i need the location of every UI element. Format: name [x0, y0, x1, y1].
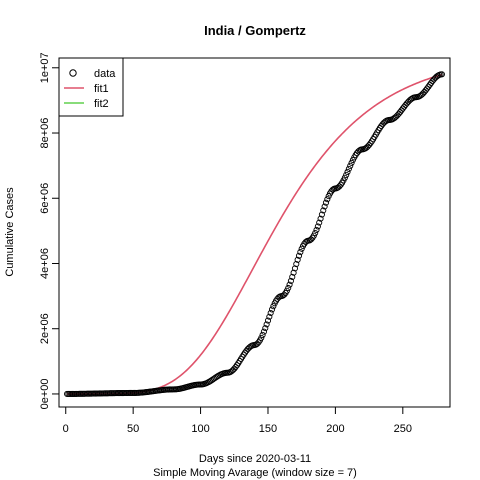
legend-label-data: data	[94, 68, 116, 80]
legend: data fit1 fit2	[58, 57, 124, 117]
data-point	[259, 331, 266, 338]
x-tick-label: 100	[191, 423, 209, 435]
data-point	[316, 219, 323, 226]
x-tick-label: 150	[259, 423, 277, 435]
data-point	[260, 328, 267, 335]
data-point	[298, 245, 305, 252]
data-point	[290, 269, 297, 276]
data-point	[263, 321, 270, 328]
data-point	[270, 303, 277, 310]
x-axis-sublabel: Simple Moving Avarage (window size = 7)	[153, 467, 357, 479]
y-axis: 0e+00 2e+06 4e+06 6e+06 8e+06 1e+07	[39, 52, 60, 410]
y-tick-label: 0e+00	[39, 379, 51, 410]
legend-data-marker	[69, 69, 77, 77]
y-axis-label: Cumulative Cases	[4, 187, 16, 277]
data-point	[264, 317, 272, 324]
data-point	[268, 306, 276, 313]
x-axis: 0 50 100 150 200 250	[63, 406, 412, 435]
x-tick-label: 200	[326, 423, 344, 435]
data-point	[283, 287, 290, 294]
legend-label-fit2: fit2	[94, 98, 109, 110]
data-point	[287, 277, 294, 285]
data-point	[321, 203, 328, 210]
data-point	[320, 207, 327, 214]
data-point	[317, 215, 324, 222]
data-point	[344, 168, 351, 176]
data-point	[313, 226, 320, 233]
legend-label-fit1: fit1	[94, 83, 109, 95]
data-point	[324, 196, 331, 203]
legend-box	[58, 57, 124, 117]
plot-area	[58, 57, 451, 408]
data-point	[267, 309, 274, 317]
y-tick-label: 8e+06	[39, 118, 51, 149]
data-point	[258, 334, 265, 341]
data-point	[348, 159, 355, 166]
x-axis-label: Days since 2020-03-11	[199, 453, 311, 465]
data-point	[262, 325, 269, 332]
data-point	[314, 223, 321, 230]
data-points-layer	[64, 71, 445, 398]
data-point	[289, 273, 296, 280]
data-point	[343, 171, 350, 178]
data-point	[294, 256, 301, 263]
data-point	[291, 265, 298, 272]
data-point	[318, 211, 325, 218]
data-point	[345, 165, 352, 172]
data-point	[293, 260, 300, 268]
y-tick-label: 1e+07	[39, 52, 51, 83]
data-point	[347, 162, 354, 169]
y-tick-label: 4e+06	[39, 248, 51, 279]
data-point	[312, 229, 319, 237]
x-tick-label: 250	[394, 423, 412, 435]
chart-title: India / Gompertz	[204, 23, 306, 38]
y-tick-label: 6e+06	[39, 183, 51, 214]
data-point	[285, 284, 292, 292]
data-point	[286, 281, 293, 288]
x-tick-label: 0	[63, 423, 69, 435]
data-point	[438, 71, 445, 78]
data-point	[297, 249, 304, 256]
data-point	[295, 252, 303, 259]
data-point	[266, 313, 273, 320]
data-point	[322, 199, 330, 206]
y-tick-label: 2e+06	[39, 313, 51, 344]
x-tick-label: 50	[127, 423, 139, 435]
data-point	[341, 174, 348, 181]
